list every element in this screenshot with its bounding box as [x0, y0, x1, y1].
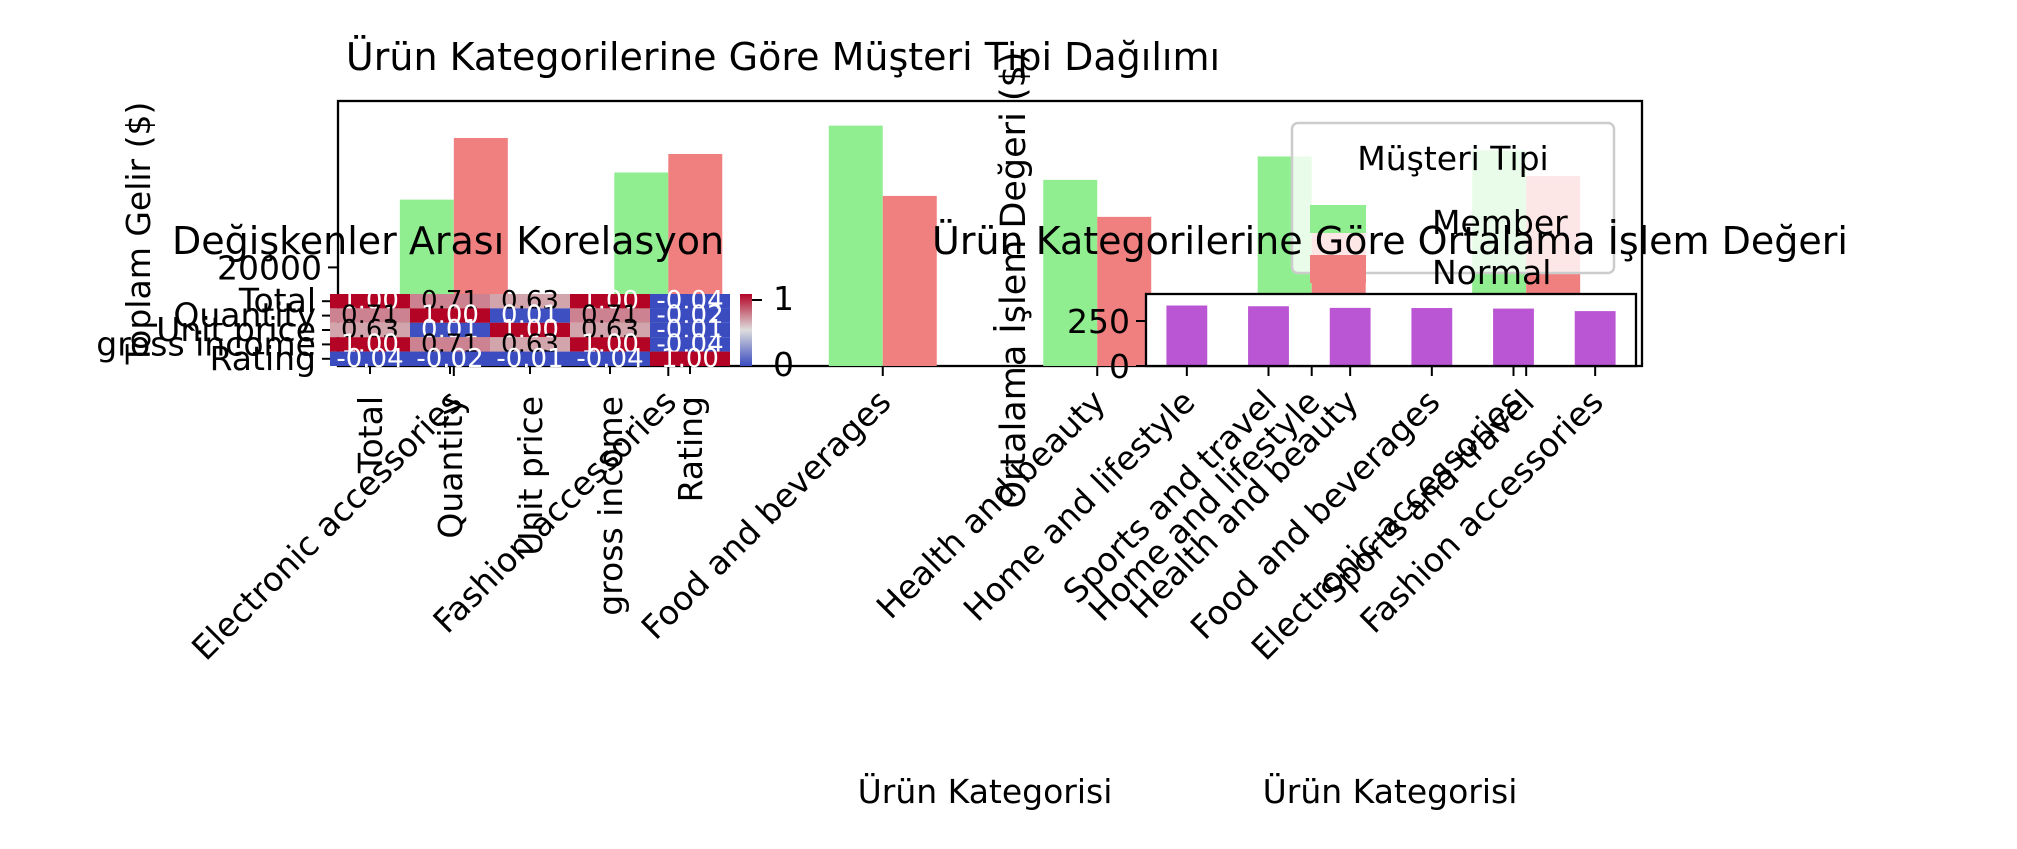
- chart1-x-tick-label: Electronic accessories: [184, 382, 470, 668]
- legend-box: [1290, 121, 1616, 275]
- chart3-axes-background: [1146, 294, 1636, 366]
- legend-title: Müşteri Tipi: [1357, 139, 1548, 178]
- bar-normal-health-and-beauty: [1097, 216, 1152, 366]
- heatmap-cell-rating-unit-price: [490, 351, 570, 366]
- heatmap-cell-unit-price-unit-price: [490, 322, 570, 338]
- chart1-axes-frame: [336, 99, 1644, 368]
- heatmap-cell-unit-price-gross-income: [570, 322, 650, 338]
- colorbar: [740, 294, 752, 366]
- bar-member-food-and-beverages: [828, 125, 883, 367]
- chart1-y-axis-label: Toplam Gelir ($): [119, 102, 158, 366]
- avg-bar-health-and-beauty: [1329, 307, 1371, 366]
- heatmap-cell-gross-income-unit-price: [490, 337, 570, 352]
- heatmap-row-label: Rating: [210, 339, 316, 378]
- heatmap-cell-gross-income-rating: [650, 337, 730, 352]
- chart3-x-axis-label: Ürün Kategorisi: [1263, 771, 1518, 811]
- heatmap-cell-quantity-total: [330, 308, 410, 323]
- chart3-axes-frame: [1144, 292, 1638, 368]
- heatmap-row-label: Unit price: [156, 310, 316, 349]
- chart2-title: Değişkenler Arası Korelasyon: [172, 219, 724, 263]
- heatmap-column-labels: Total Quantity Unit price gross income Ratin…: [351, 366, 710, 616]
- bar-normal-food-and-beverages: [882, 195, 937, 366]
- heatmap-cell-total-unit-price: [490, 294, 570, 309]
- heatmap-column-label: Quantity: [431, 396, 470, 539]
- avg-bar-sports-and-travel: [1248, 306, 1289, 366]
- avg-bar-electronic-accessories: [1493, 308, 1534, 366]
- heatmap-cell-total-quantity: [410, 294, 490, 309]
- heatmap-cell-rating-gross-income: [570, 351, 650, 366]
- heatmap-cell-quantity-rating: [650, 308, 730, 323]
- heatmap-row-label: Total: [238, 281, 316, 320]
- avg-bar-fashion-accessories: [1574, 311, 1616, 366]
- heatmap-cell-gross-income-gross-income: [570, 337, 650, 352]
- chart3-y-tick-label: 0: [1109, 347, 1130, 386]
- heatmap-cell-total-gross-income: [570, 294, 650, 309]
- heatmap-cell-unit-price-rating: [650, 322, 730, 338]
- heatmap-cell-rating-total: [330, 351, 410, 366]
- bar-member-health-and-beauty: [1043, 179, 1098, 366]
- heatmap-cell-unit-price-quantity: [410, 322, 490, 338]
- legend-label-member: Member: [1432, 203, 1568, 242]
- heatmap-column-label: gross income: [591, 396, 630, 616]
- legend-swatch-normal: [1310, 255, 1366, 283]
- chart-correlation-heatmap: 1.00 0.71 0.63 1.00 -0.040.71 1.00 0.01 0.71 -0.…: [96, 219, 794, 616]
- chart1-legend: Müşteri Tipi Member Normal: [1290, 121, 1616, 292]
- chart1-x-axis-label: Ürün Kategorisi: [858, 771, 1113, 811]
- heatmap-cell-quantity-unit-price: [490, 308, 570, 323]
- heatmap-cell-rating-rating: [650, 351, 730, 366]
- heatmap-cell-total-total: [330, 294, 410, 309]
- chart3-y-tick-label: 250: [1067, 302, 1130, 341]
- avg-bar-home-and-lifestyle: [1166, 305, 1208, 366]
- heatmap-cell-quantity-gross-income: [570, 308, 650, 323]
- heatmap-row-label: gross income: [96, 324, 316, 363]
- heatmap-cell-gross-income-quantity: [410, 337, 490, 352]
- colorbar-label-1: 1: [773, 279, 794, 318]
- colorbar-label-0: 0: [773, 345, 794, 384]
- heatmap-cell-total-rating: [650, 294, 730, 309]
- heatmap-cell-quantity-quantity: [410, 308, 490, 323]
- chart3-y-axis-label: Ortalama İşlem Değeri ($): [992, 51, 1034, 508]
- heatmap-cells: 1.00 0.71 0.63 1.00 -0.040.71 1.00 0.01 0.71 -0.…: [330, 286, 730, 374]
- heatmap-cell-unit-price-total: [330, 322, 410, 338]
- heatmap-column-label: Rating: [671, 396, 710, 502]
- heatmap-row-label: Quantity: [173, 296, 316, 335]
- heatmap-cell-gross-income-total: [330, 337, 410, 352]
- chart3-bars: [1166, 305, 1616, 366]
- heatmap-cell-rating-quantity: [410, 351, 490, 366]
- chart3-title: Ürün Kategorilerine Göre Ortalama İşlem …: [932, 219, 1848, 263]
- heatmap-column-label: Total: [351, 396, 390, 474]
- chart1-x-tick-label: Home and lifestyle: [1081, 382, 1328, 629]
- legend-swatch-member: [1310, 205, 1366, 233]
- heatmap-column-label: Unit price: [511, 396, 550, 556]
- avg-bar-food-and-beverages: [1411, 308, 1453, 366]
- chart1-y-tick-label: 20000: [217, 248, 322, 287]
- legend-label-normal: Normal: [1432, 253, 1551, 292]
- chart1-title: Ürün Kategorilerine Göre Müşteri Tipi Da…: [346, 35, 1220, 79]
